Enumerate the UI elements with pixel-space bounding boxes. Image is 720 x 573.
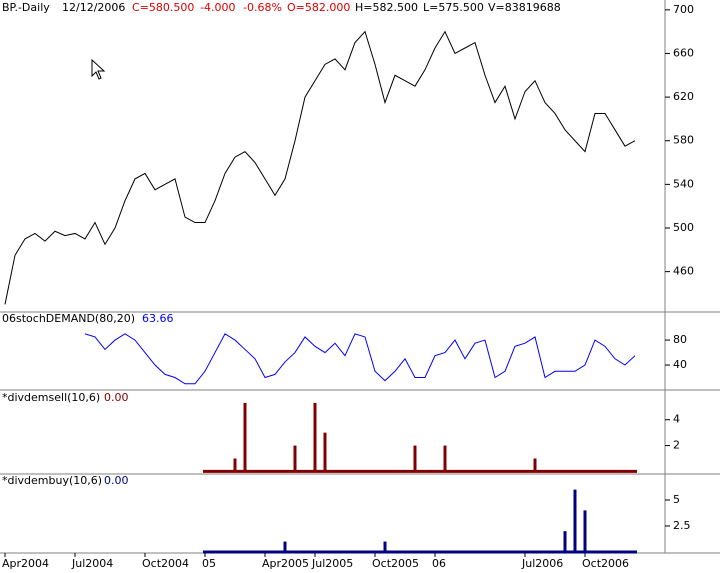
bar	[413, 445, 417, 472]
y-tick-label: 2.5	[673, 519, 691, 532]
y-tick-label: 5	[673, 493, 680, 506]
close: C=580.500	[132, 1, 194, 14]
bar	[283, 541, 287, 552]
y-tick-label: 4	[673, 413, 680, 426]
change-pct: -0.68%	[243, 1, 282, 14]
panel-value: 63.66	[142, 312, 174, 325]
x-tick-label: Jul2005	[311, 557, 353, 570]
x-tick-label: 06	[432, 557, 446, 570]
low: L=575.500	[423, 1, 484, 14]
panel-title: *divdembuy(10,6)	[2, 474, 102, 487]
y-tick-label: 40	[673, 358, 687, 371]
y-tick-label: 580	[673, 134, 694, 147]
x-tick-label: Oct2005	[372, 557, 419, 570]
change: -4.000	[200, 1, 235, 14]
bar	[533, 458, 537, 472]
bar	[243, 402, 247, 472]
x-tick-label: Oct2004	[142, 557, 189, 570]
x-tick-label: Jul2004	[71, 557, 113, 570]
line	[4, 30, 636, 305]
mouse-cursor	[91, 58, 106, 80]
y-tick-label: 620	[673, 90, 694, 103]
y-tick-label: 460	[673, 265, 694, 278]
panel-title: *divdemsell(10,6)	[2, 391, 100, 404]
volume: V=83819688	[488, 1, 561, 14]
x-tick-label: Apr2004	[2, 557, 49, 570]
x-tick-label: 05	[202, 557, 216, 570]
panel-value: 0.00	[104, 474, 129, 487]
panel-title: 06stochDEMAND(80,20)	[2, 312, 135, 325]
bar	[233, 458, 237, 472]
y-tick-label: 2	[673, 439, 680, 452]
bar	[313, 402, 317, 472]
panel-value: 0.00	[104, 391, 129, 404]
high: H=582.500	[355, 1, 418, 14]
x-tick-label: Apr2005	[262, 557, 309, 570]
x-tick-label: Oct2006	[582, 557, 629, 570]
bar	[293, 445, 297, 472]
y-tick-label: 660	[673, 46, 694, 59]
y-tick-label: 500	[673, 221, 694, 234]
line	[84, 333, 636, 385]
x-tick-label: Jul2006	[521, 557, 563, 570]
bar	[383, 541, 387, 552]
y-tick-label: 540	[673, 177, 694, 190]
bar	[573, 489, 577, 552]
open: O=582.000	[287, 1, 350, 14]
date: 12/12/2006	[62, 1, 125, 14]
y-tick-label: 700	[673, 3, 694, 16]
symbol: BP.-Daily	[2, 1, 50, 14]
bar	[443, 445, 447, 472]
bar	[583, 510, 587, 552]
bar	[563, 531, 567, 552]
y-tick-label: 80	[673, 333, 687, 346]
bar	[323, 432, 327, 472]
